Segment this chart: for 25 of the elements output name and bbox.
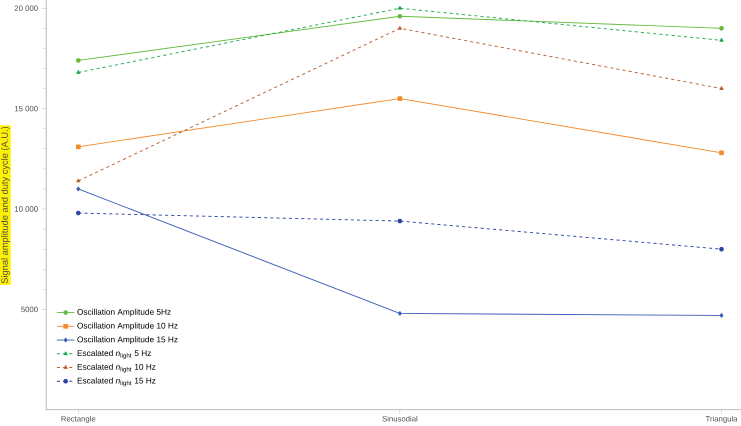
point <box>719 86 724 90</box>
y-axis-title: Signal amplitude and duty cycle (A.U.) <box>1 126 10 284</box>
point <box>398 6 402 10</box>
point <box>76 210 81 216</box>
point <box>719 150 724 155</box>
point <box>398 218 402 224</box>
point <box>76 70 80 74</box>
point <box>720 312 724 318</box>
point <box>76 58 81 63</box>
point <box>398 14 402 18</box>
legend-label: Oscillation Amplitude 15 Hz <box>77 336 178 344</box>
legend-label: Escalated n$_{light}$ 15 Hz <box>78 377 156 386</box>
point <box>398 26 402 30</box>
point <box>398 310 402 316</box>
legend-label: Oscillation Amplitude 5Hz <box>77 308 171 316</box>
point <box>719 26 724 30</box>
point <box>76 144 81 149</box>
point <box>719 38 724 42</box>
point <box>719 246 724 252</box>
legend-label: Oscillation Amplitude 10 Hz <box>77 322 178 330</box>
point <box>76 178 80 182</box>
point <box>76 186 80 192</box>
point <box>398 96 402 101</box>
legend-label: Escalated n$_{light}$ 5 Hz <box>78 350 151 359</box>
legend-label: Escalated n$_{light}$ 10 Hz <box>78 363 156 372</box>
